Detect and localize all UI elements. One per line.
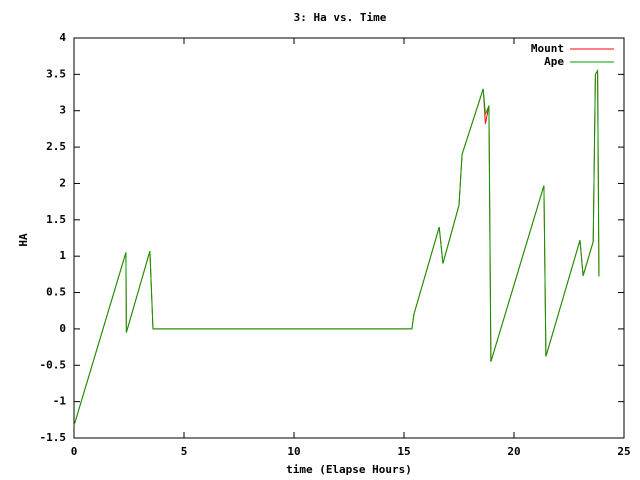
x-axis-label: time (Elapse Hours) — [286, 463, 412, 476]
series-line — [73, 68, 600, 426]
x-tick-label: 25 — [617, 445, 630, 458]
x-tick-label: 0 — [71, 445, 78, 458]
x-tick-label: 10 — [287, 445, 300, 458]
y-tick-label: 2 — [59, 176, 66, 189]
y-tick-label: -0.5 — [40, 358, 67, 371]
plot-frame — [73, 37, 625, 439]
y-axis-label: HA — [17, 233, 30, 247]
y-tick-label: -1 — [53, 395, 67, 408]
y-tick-label: 3.5 — [46, 67, 66, 80]
y-tick-label: 2.5 — [46, 140, 66, 153]
y-tick-label: 4 — [59, 31, 66, 44]
x-tick-label: 20 — [507, 445, 520, 458]
y-tick-label: 1.5 — [46, 213, 66, 226]
x-tick-label: 15 — [397, 445, 410, 458]
legend-label: Mount — [531, 42, 564, 55]
y-tick-label: -1.5 — [40, 431, 67, 444]
chart-title: 3: Ha vs. Time — [294, 11, 387, 24]
legend-label: Ape — [544, 55, 564, 68]
y-tick-label: 0.5 — [46, 286, 66, 299]
x-tick-label: 5 — [181, 445, 188, 458]
y-tick-label: 1 — [59, 249, 66, 262]
y-tick-label: 0 — [59, 322, 66, 335]
y-tick-label: 3 — [59, 104, 66, 117]
